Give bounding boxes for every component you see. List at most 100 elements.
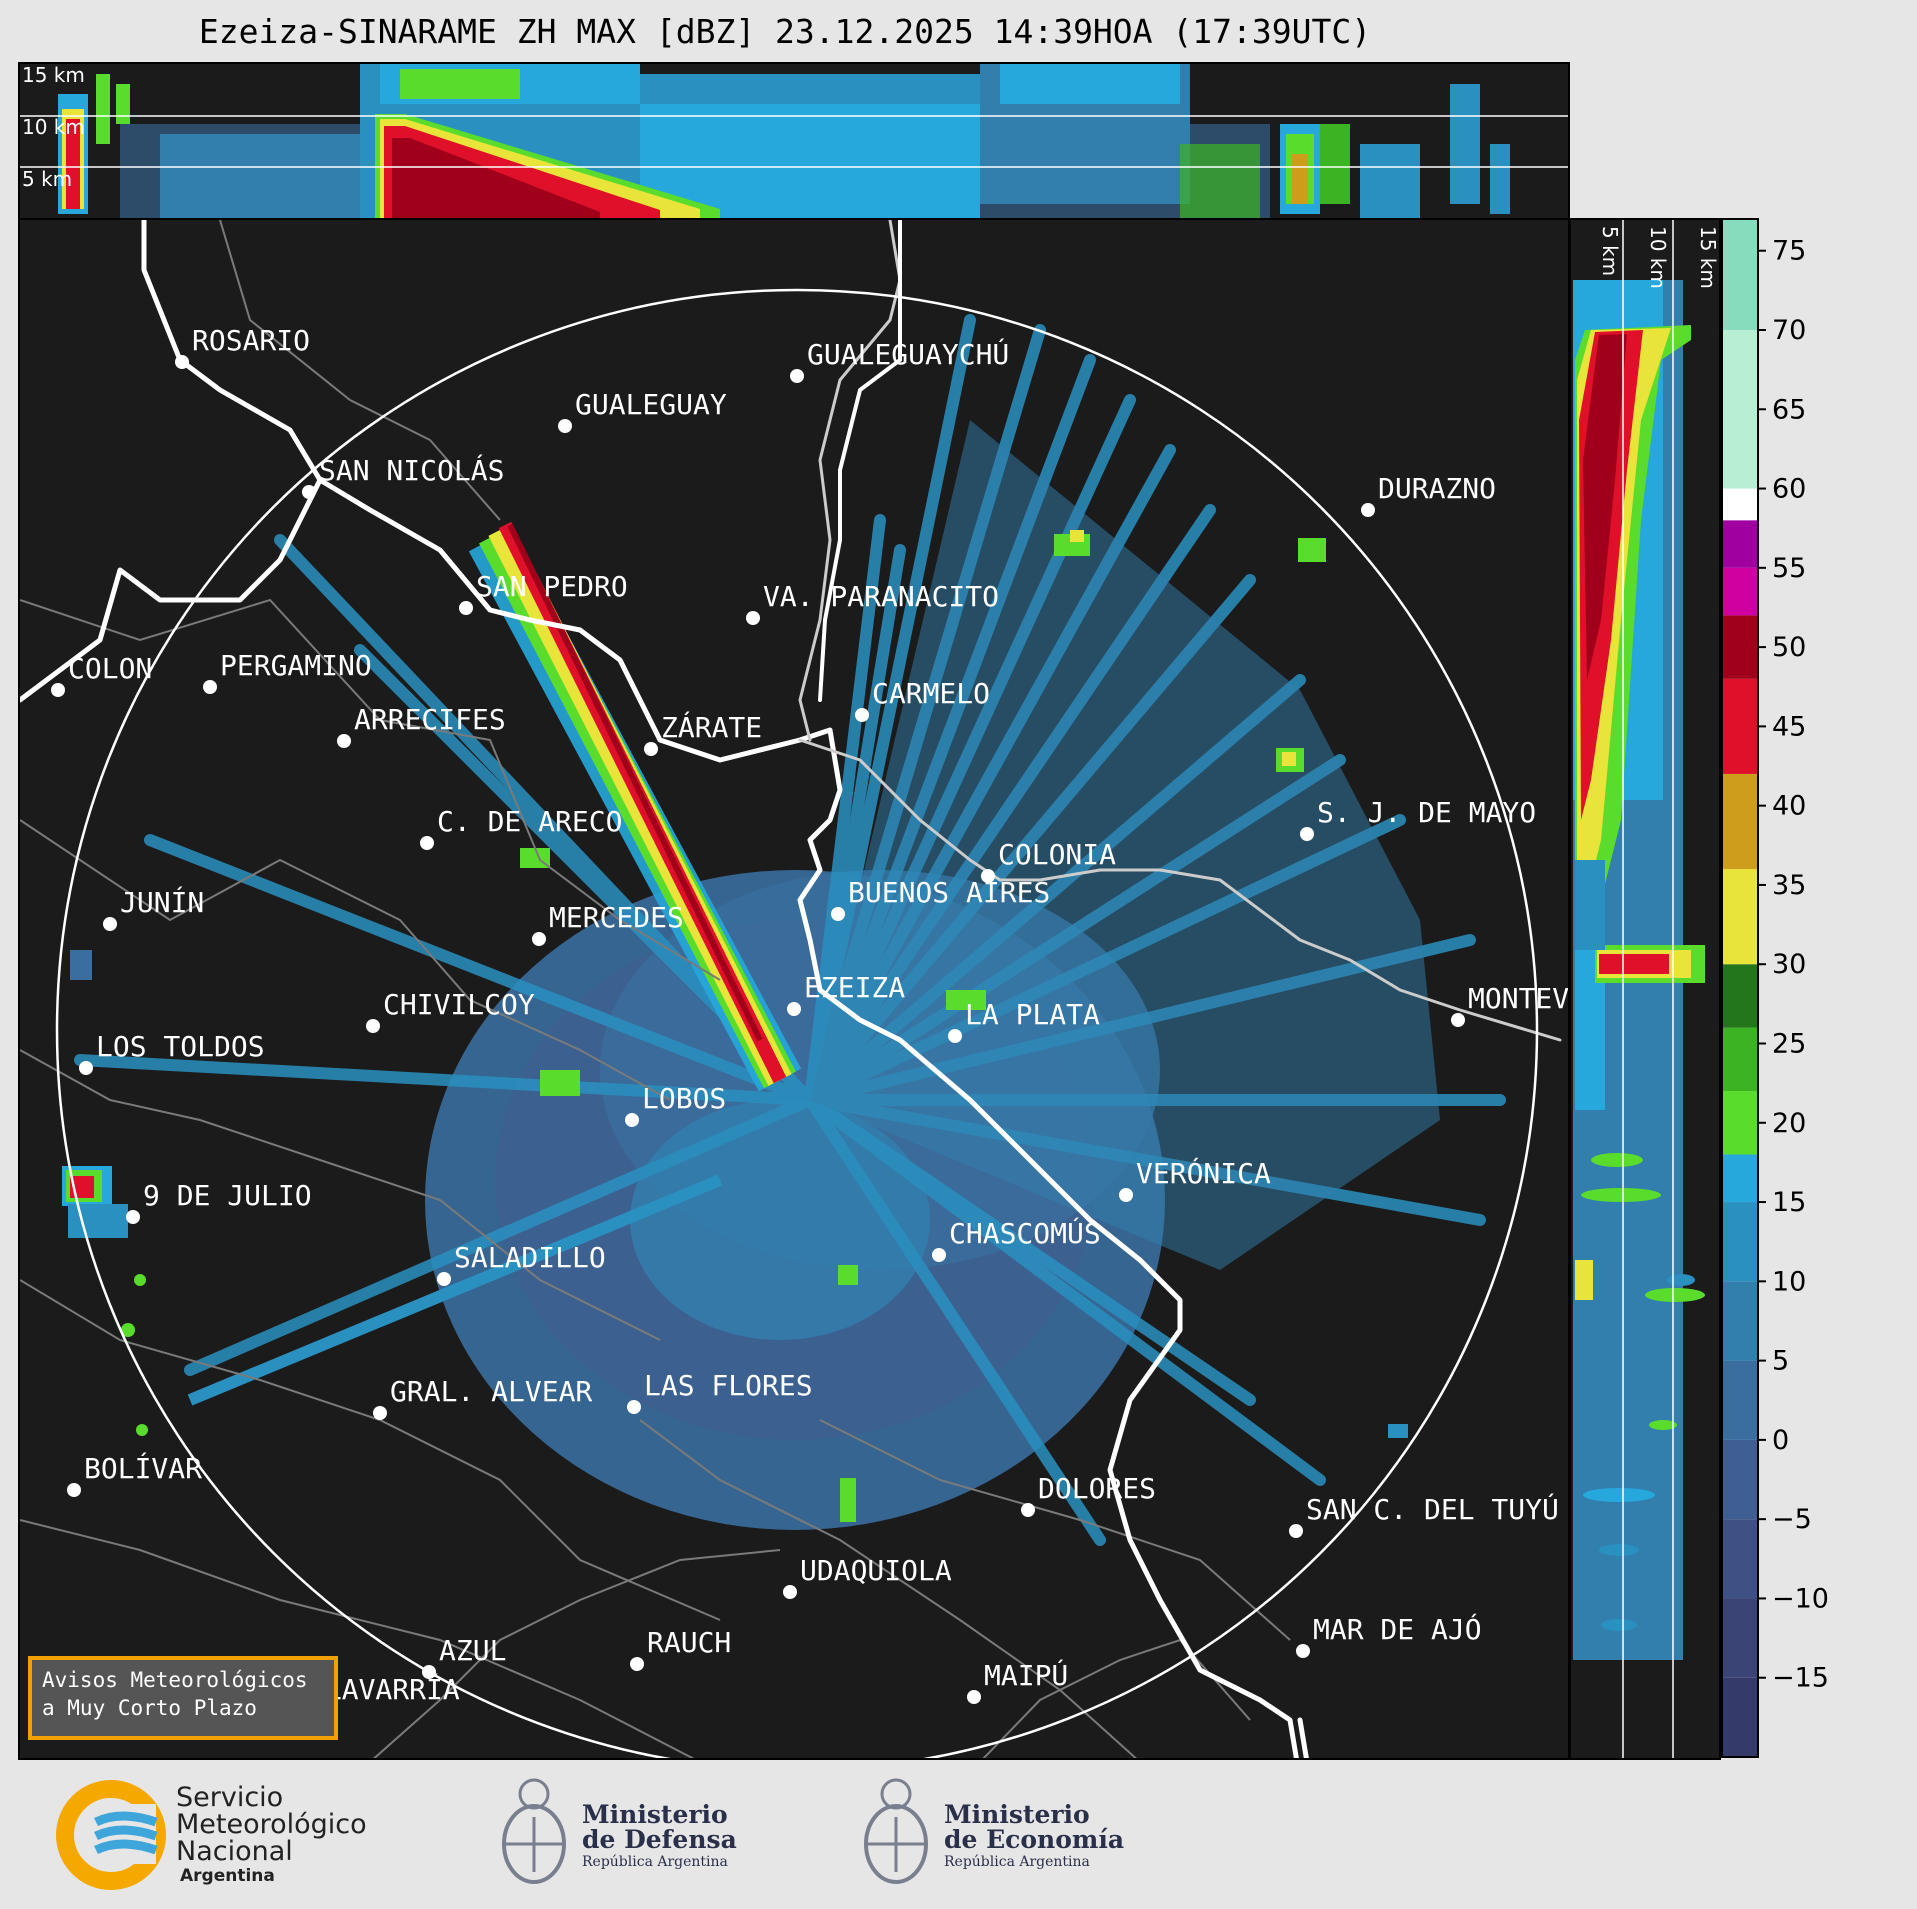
city-san-pedro[interactable]: SAN PEDRO [459, 570, 628, 615]
city-la-plata[interactable]: LA PLATA [948, 998, 1100, 1043]
svg-text:SAN C. DEL TUYÚ: SAN C. DEL TUYÚ [1306, 1492, 1559, 1526]
colorbar-block [1722, 1202, 1758, 1282]
city-colonia[interactable]: COLONIA [981, 838, 1116, 883]
svg-text:ROSARIO: ROSARIO [192, 324, 310, 357]
svg-text:GUALEGUAYCHÚ: GUALEGUAYCHÚ [807, 337, 1009, 371]
economia-logo: Ministerio de Economía República Argenti… [856, 1772, 1136, 1896]
city-saladillo[interactable]: SALADILLO [437, 1241, 606, 1286]
city-chivilcoy[interactable]: CHIVILCOY [366, 988, 535, 1033]
svg-text:COLONIA: COLONIA [998, 838, 1116, 871]
city-mar-de-ajo[interactable]: MAR DE AJÓ [1296, 1612, 1482, 1658]
defensa-line-2: de Defensa [582, 1825, 737, 1854]
svg-text:GUALEGUAY: GUALEGUAY [575, 388, 727, 421]
city-ezeiza[interactable]: EZEIZA [787, 971, 905, 1016]
colorbar-block [1722, 520, 1758, 568]
radar-map[interactable]: ROSARIO GUALEGUAYCHÚ GUALEGUAY SAN NICOL… [18, 218, 1570, 1760]
svg-text:JUNÍN: JUNÍN [120, 885, 204, 919]
colorbar-tick-label: −5 [1772, 1504, 1812, 1535]
warnings-notice[interactable]: Avisos Meteorológicos a Muy Corto Plazo [28, 1656, 338, 1740]
city-chascomus[interactable]: CHASCOMÚS [932, 1216, 1101, 1262]
city-c-de-areco[interactable]: C. DE ARECO [420, 805, 622, 850]
city-lobos[interactable]: LOBOS [625, 1082, 726, 1127]
city-dolores[interactable]: DOLORES [1021, 1472, 1156, 1517]
city-gualeguay[interactable]: GUALEGUAY [558, 388, 727, 433]
svg-text:S. J. DE MAYO: S. J. DE MAYO [1317, 796, 1536, 829]
side-label-5km: 5 km [1598, 226, 1622, 276]
colorbar-tick-label: 10 [1772, 1266, 1806, 1297]
svg-text:MAIPÚ: MAIPÚ [984, 1658, 1068, 1692]
city-maipu[interactable]: MAIPÚ [967, 1658, 1068, 1704]
city-pergamino[interactable]: PERGAMINO [203, 649, 372, 694]
defensa-line-1: Ministerio [582, 1800, 728, 1829]
svg-text:SAN NICOLÁS: SAN NICOLÁS [319, 453, 504, 487]
city-bolivar[interactable]: BOLÍVAR [67, 1451, 202, 1497]
radar-echoes [62, 314, 1506, 1546]
svg-text:LA PLATA: LA PLATA [965, 998, 1100, 1031]
city-mercedes[interactable]: MERCEDES [532, 901, 684, 946]
svg-text:BUENOS AIRES: BUENOS AIRES [848, 876, 1050, 909]
city-los-toldos[interactable]: LOS TOLDOS [79, 1030, 265, 1075]
economia-line-1: Ministerio [944, 1800, 1090, 1829]
colorbar-block [1722, 329, 1758, 489]
svg-text:CARMELO: CARMELO [872, 677, 990, 710]
colorbar-tick-label: 50 [1772, 632, 1806, 663]
city-9-de-julio[interactable]: 9 DE JULIO [126, 1179, 312, 1224]
city-junin[interactable]: JUNÍN [103, 885, 204, 931]
smn-line-3: Nacional [176, 1836, 293, 1867]
city-sj-de-mayo[interactable]: S. J. DE MAYO [1300, 796, 1536, 841]
city-montevideo[interactable]: MONTEVIDEO [1451, 982, 1570, 1027]
svg-text:MONTEVIDEO: MONTEVIDEO [1468, 982, 1570, 1015]
svg-text:9 DE JULIO: 9 DE JULIO [143, 1179, 312, 1212]
svg-text:C. DE ARECO: C. DE ARECO [437, 805, 622, 838]
colorbar-block [1722, 1439, 1758, 1520]
page-title: Ezeiza-SINARAME ZH MAX [dBZ] 23.12.2025 … [198, 12, 1372, 51]
city-durazno[interactable]: DURAZNO [1361, 472, 1496, 517]
side-profile-echoes [1573, 280, 1705, 1660]
colorbar-blocks [1722, 219, 1758, 1757]
city-veronica[interactable]: VERÓNICA [1119, 1156, 1271, 1202]
city-udaquiola[interactable]: UDAQUIOLA [783, 1554, 952, 1599]
city-san-nicolas[interactable]: SAN NICOLÁS [302, 453, 504, 499]
colorbar-tick-label: 40 [1772, 791, 1806, 822]
city-san-c-del-tuyu[interactable]: SAN C. DEL TUYÚ [1289, 1492, 1559, 1538]
colorbar-tick-label: 70 [1772, 315, 1806, 346]
side-label-10km: 10 km [1646, 226, 1670, 289]
colorbar-block [1722, 964, 1758, 1028]
svg-text:VA. PARANACITO: VA. PARANACITO [763, 580, 999, 613]
colorbar-tick-label: 20 [1772, 1108, 1806, 1139]
smn-line-2: Meteorológico [176, 1809, 367, 1840]
colorbar-block [1722, 1154, 1758, 1203]
city-rauch[interactable]: RAUCH [630, 1626, 731, 1671]
city-buenos-aires[interactable]: BUENOS AIRES [831, 876, 1050, 921]
city-rosario[interactable]: ROSARIO [175, 324, 310, 369]
colorbar-block [1722, 615, 1758, 679]
colorbar-tick-label: 5 [1772, 1346, 1789, 1377]
city-carmelo[interactable]: CARMELO [855, 677, 990, 722]
city-colon[interactable]: COLON [51, 652, 152, 697]
city-zarate[interactable]: ZÁRATE [644, 710, 762, 756]
smn-line-1: Servicio [176, 1782, 284, 1813]
economia-line-3: República Argentina [944, 1854, 1090, 1870]
colorbar-tick-label: 15 [1772, 1187, 1806, 1218]
radar-range-ring [55, 288, 1539, 1758]
svg-text:EZEIZA: EZEIZA [804, 971, 905, 1004]
colorbar-block [1722, 773, 1758, 870]
city-arrecifes[interactable]: ARRECIFES [337, 703, 506, 748]
svg-text:LOBOS: LOBOS [642, 1082, 726, 1115]
city-azul[interactable]: AZUL [422, 1634, 506, 1679]
svg-text:LOS TOLDOS: LOS TOLDOS [96, 1030, 265, 1063]
colorbar-tick-label: 65 [1772, 394, 1806, 425]
svg-text:LAS FLORES: LAS FLORES [644, 1369, 813, 1402]
city-va-paranacito[interactable]: VA. PARANACITO [746, 580, 999, 625]
svg-text:MERCEDES: MERCEDES [549, 901, 684, 934]
colorbar-block [1722, 567, 1758, 616]
colorbar-tick-label: 60 [1772, 474, 1806, 505]
top-height-profile: 15 km 10 km 5 km [18, 62, 1570, 220]
city-gualeguaychu[interactable]: GUALEGUAYCHÚ [790, 337, 1009, 383]
city-las-flores[interactable]: LAS FLORES [627, 1369, 813, 1414]
svg-text:VERÓNICA: VERÓNICA [1136, 1156, 1271, 1190]
svg-text:COLON: COLON [68, 652, 152, 685]
city-gral-alvear[interactable]: GRAL. ALVEAR [373, 1375, 592, 1420]
economia-line-2: de Economía [944, 1825, 1125, 1854]
defensa-line-3: República Argentina [582, 1854, 728, 1870]
